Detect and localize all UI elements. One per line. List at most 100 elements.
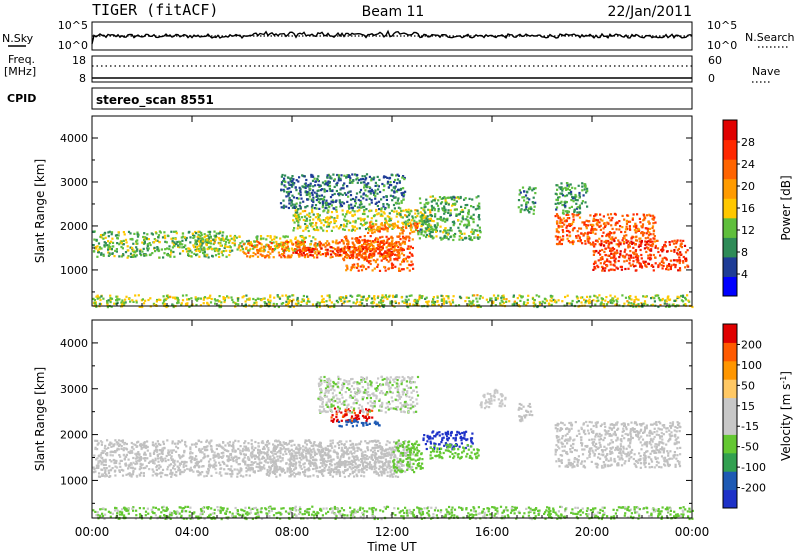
echo-cell	[360, 245, 364, 248]
echo-cell	[393, 222, 396, 225]
echo-cell	[479, 231, 482, 234]
echo-cell	[601, 256, 604, 259]
echo-cell	[615, 249, 619, 252]
echo-cell	[451, 204, 454, 207]
echo-cell	[335, 210, 338, 213]
echo-cell	[363, 471, 366, 474]
echo-cell	[633, 253, 636, 256]
echo-cell	[367, 247, 370, 250]
echo-cell	[400, 201, 403, 204]
echo-cell	[567, 210, 570, 213]
echo-cell	[148, 242, 151, 245]
echo-cell	[494, 296, 497, 300]
echo-cell	[207, 467, 210, 470]
echo-cell	[416, 225, 419, 228]
echo-cell	[212, 456, 215, 459]
echo-cell	[296, 303, 299, 306]
echo-cell	[377, 185, 380, 188]
echo-cell	[437, 199, 440, 202]
echo-cell	[433, 228, 436, 231]
echo-cell	[169, 295, 172, 298]
echo-cell	[270, 238, 274, 241]
echo-cell	[638, 243, 641, 246]
echo-cell	[236, 475, 239, 478]
echo-cell	[564, 295, 567, 299]
colorbar-tick-label: 20	[741, 180, 755, 193]
echo-cell	[380, 210, 383, 213]
echo-cell	[421, 212, 424, 215]
echo-cell	[573, 196, 576, 199]
echo-cell	[595, 299, 598, 302]
echo-cell	[620, 230, 623, 234]
echo-cell	[443, 196, 446, 199]
echo-cell	[602, 303, 605, 306]
echo-cell	[451, 301, 455, 304]
echo-cell	[467, 209, 470, 212]
echo-cell	[592, 299, 595, 302]
echo-cell	[176, 240, 179, 244]
echo-cell	[461, 215, 464, 218]
echo-cell	[352, 220, 355, 223]
echo-cell	[478, 304, 481, 307]
echo-cell	[564, 195, 567, 198]
echo-cell	[400, 215, 403, 219]
echo-cell	[361, 248, 365, 251]
echo-cell	[380, 253, 384, 256]
echo-cell	[238, 471, 241, 474]
echo-cell	[632, 246, 635, 249]
echo-cell	[340, 204, 344, 208]
echo-cell	[375, 201, 378, 204]
echo-cell	[385, 228, 388, 231]
echo-cell	[373, 248, 376, 251]
echo-cell	[487, 301, 490, 304]
echo-cell	[339, 474, 342, 477]
echo-cell	[351, 197, 355, 201]
echo-cell	[353, 248, 356, 251]
echo-cell	[314, 180, 317, 183]
echo-cell	[501, 300, 504, 303]
echo-cell	[221, 460, 224, 463]
echo-cell	[175, 474, 178, 477]
echo-cell	[242, 250, 245, 253]
echo-cell	[672, 263, 675, 266]
echo-cell	[380, 208, 383, 211]
echo-cell	[580, 301, 583, 304]
echo-cell	[348, 246, 351, 249]
echo-cell	[146, 247, 149, 250]
echo-cell	[104, 231, 107, 234]
echo-cell	[129, 252, 133, 255]
echo-cell	[651, 225, 655, 228]
echo-cell	[309, 463, 312, 466]
echo-cell	[329, 175, 332, 178]
echo-cell	[376, 192, 379, 195]
echo-cell	[352, 179, 355, 182]
echo-cell	[158, 240, 161, 244]
echo-cell	[425, 217, 428, 220]
echo-cell	[199, 246, 202, 249]
echo-cell	[93, 468, 96, 471]
echo-cell	[372, 225, 375, 228]
echo-cell	[628, 245, 631, 248]
echo-cell	[425, 296, 428, 299]
echo-cell	[108, 230, 111, 233]
echo-cell	[467, 303, 471, 306]
echo-cell	[585, 299, 588, 302]
echo-cell	[329, 196, 333, 199]
echo-cell	[554, 202, 557, 205]
echo-cell	[250, 244, 254, 247]
echo-cell	[99, 298, 102, 302]
echo-cell	[286, 248, 289, 251]
echo-cell	[203, 236, 206, 239]
echo-cell	[617, 259, 620, 263]
echo-cell	[227, 245, 230, 249]
echo-cell	[500, 299, 503, 302]
echo-cell	[345, 237, 348, 240]
echo-cell	[369, 262, 372, 266]
echo-cell	[455, 214, 458, 217]
echo-cell	[371, 222, 374, 225]
echo-cell	[653, 300, 656, 303]
echo-cell	[369, 192, 372, 195]
echo-cell	[120, 468, 123, 471]
echo-cell	[560, 186, 563, 189]
echo-cell	[400, 200, 403, 203]
